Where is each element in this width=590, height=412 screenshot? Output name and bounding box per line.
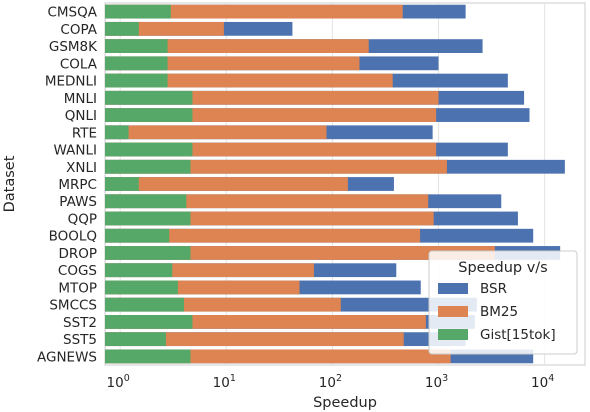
y-tick-label: COPA [60, 22, 97, 38]
y-tick-label: BOOLQ [49, 229, 97, 245]
bar-gist-15tok-boolq [105, 228, 170, 243]
bar-gist-15tok-mednli [105, 73, 168, 88]
bar-gist-15tok-wanli [105, 142, 193, 157]
bar-bm25-cmsqa [105, 4, 403, 19]
bar-bm25-xnli [105, 159, 447, 174]
y-tick-label: QQP [68, 211, 97, 227]
bar-gist-15tok-drop [105, 246, 191, 260]
legend: Speedup v/s BSR BM25 Gist[15tok] [428, 250, 578, 355]
legend-swatch [438, 283, 468, 294]
y-tick-label: SST5 [63, 332, 97, 348]
bar-gist-15tok-gsm8k [105, 39, 168, 53]
y-tick-label: RTE [72, 125, 97, 141]
y-tick-label: XNLI [66, 160, 97, 176]
y-tick-label: SST2 [63, 315, 97, 331]
bar-gist-15tok-xnli [105, 159, 191, 174]
bar-gist-15tok-mrpc [105, 177, 139, 191]
bar-bm25-mrpc [105, 177, 348, 191]
bar-bm25-sst5 [105, 332, 404, 347]
y-tick-label: QNLI [65, 108, 97, 124]
y-tick-label: MTOP [58, 280, 97, 296]
bar-gist-15tok-rte [105, 125, 129, 140]
legend-box [428, 250, 578, 355]
y-tick-label: MEDNLI [45, 74, 97, 90]
y-tick-label: GSM8K [49, 39, 98, 55]
y-tick-label: DROP [58, 246, 97, 262]
x-axis-label: Speedup [313, 395, 377, 411]
y-tick-label: AGNEWS [37, 349, 97, 365]
bar-gist-15tok-copa [105, 21, 139, 36]
bar-bm25-agnews [105, 349, 451, 364]
y-tick-label: MRPC [58, 177, 97, 193]
bar-gist-15tok-paws [105, 194, 187, 209]
y-tick-label: COLA [60, 56, 98, 72]
bar-bm25-gsm8k [105, 39, 369, 53]
x-tick-label: 102 [319, 373, 342, 391]
bar-gist-15tok-qqp [105, 211, 191, 226]
bar-gist-15tok-mnli [105, 90, 193, 105]
y-tick-label: MNLI [64, 91, 97, 107]
bar-bm25-mednli [105, 73, 393, 88]
bar-gist-15tok-agnews [105, 349, 191, 364]
x-tick-label: 100 [107, 373, 130, 391]
legend-label: BM25 [480, 304, 518, 320]
y-tick-label: COGS [58, 263, 97, 279]
legend-swatch [438, 329, 468, 340]
x-tick-labels: 100 101 102 103 104 [107, 373, 555, 391]
bar-bm25-rte [105, 125, 327, 140]
bar-gist-15tok-mtop [105, 280, 178, 295]
y-tick-label: PAWS [59, 194, 97, 210]
y-axis-label: Dataset [2, 155, 18, 212]
bar-bm25-drop [105, 246, 495, 260]
y-tick-label: CMSQA [47, 5, 97, 21]
bar-bm25-boolq [105, 228, 421, 243]
bar-gist-15tok-sst2 [105, 315, 193, 329]
bar-gist-15tok-qnli [105, 108, 193, 122]
bar-gist-15tok-cmsqa [105, 4, 171, 19]
legend-label: BSR [480, 281, 507, 297]
x-tick-label: 104 [531, 373, 554, 391]
bar-gist-15tok-sst5 [105, 332, 166, 347]
x-tick-label: 103 [425, 373, 448, 391]
y-tick-label: WANLI [54, 143, 97, 159]
bars [105, 4, 565, 364]
legend-title: Speedup v/s [458, 260, 547, 276]
bar-gist-15tok-cola [105, 56, 168, 71]
bar-gist-15tok-smccs [105, 297, 185, 312]
bar-gist-15tok-cogs [105, 263, 173, 278]
y-tick-label: SMCCS [49, 298, 97, 314]
bar-bm25-cola [105, 56, 360, 71]
legend-swatch [438, 306, 468, 317]
legend-label: Gist[15tok] [480, 327, 556, 343]
x-tick-label: 101 [213, 373, 236, 391]
